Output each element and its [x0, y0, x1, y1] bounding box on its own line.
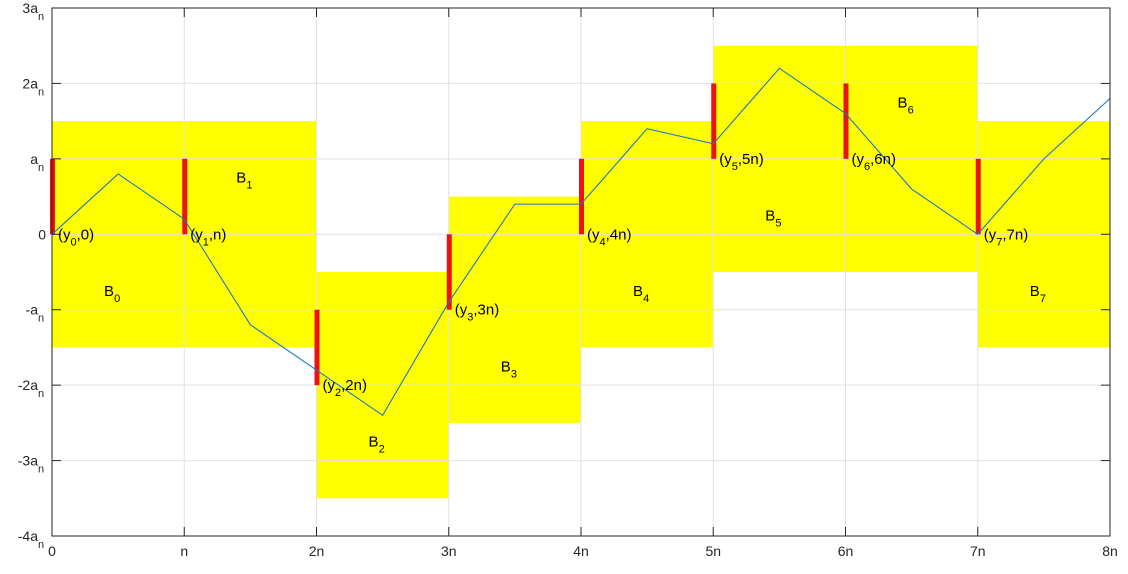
red-bar-7 — [975, 158, 981, 235]
point-label-1: (y1,n) — [190, 226, 226, 248]
point-label-4: (y4,4n) — [587, 226, 631, 248]
y-tick-label: 2a — [22, 75, 38, 91]
box-label-b1: B1 — [236, 170, 252, 192]
box-label-b3: B3 — [501, 358, 517, 380]
point-label-6: (y6,6n) — [852, 151, 896, 173]
y-tick-label: 3a — [22, 0, 38, 16]
y-tick-label-sub: n — [38, 162, 44, 174]
y-tick-label-sub: n — [38, 86, 44, 98]
y-tick-label: a — [30, 151, 38, 167]
point-label-0: (y0,0) — [58, 226, 94, 248]
y-tick-label-sub: n — [38, 464, 44, 476]
y-tick-label: -4a — [18, 528, 38, 544]
red-bar-4 — [579, 158, 584, 235]
point-label-5: (y5,5n) — [719, 151, 763, 173]
x-tick-label: 6n — [838, 543, 854, 559]
y-tick-label: -2a — [18, 377, 38, 393]
box-label-b2: B2 — [369, 434, 385, 456]
x-tick-label: 8n — [1102, 543, 1118, 559]
labels-layer: B0 B1 B2 B3 B4 B5 B6 B7 (y0,0) (y1,n) (y2,2n) (y3,3… — [58, 94, 1046, 455]
y-tick-label-sub: n — [38, 539, 44, 551]
red-bar-5 — [711, 83, 717, 159]
box-label-b6: B6 — [898, 94, 914, 116]
y-tick-label-sub: n — [38, 11, 44, 23]
line-layer — [51, 67, 1111, 417]
red-bar-3 — [446, 234, 452, 310]
y-tick-label: -3a — [18, 453, 38, 469]
y-tick-label-sub: n — [38, 313, 44, 325]
x-tick-label: 4n — [573, 543, 589, 559]
x-tick-label: 3n — [441, 543, 457, 559]
point-label-2: (y2,2n) — [323, 377, 367, 399]
box-label-b0: B0 — [104, 283, 120, 305]
x-tick-label: n — [180, 543, 188, 559]
y-tick-label: 0 — [38, 226, 46, 242]
point-label-3: (y3,3n) — [455, 302, 499, 324]
y-tick-label: -a — [26, 302, 39, 318]
x-tick-label: 7n — [970, 543, 986, 559]
red-bar-6 — [843, 83, 849, 159]
red-bar-2 — [314, 309, 320, 386]
series-line — [51, 67, 1111, 417]
y-tick-label-sub: n — [38, 388, 44, 400]
x-tick-label: 5n — [705, 543, 721, 559]
box-label-b5: B5 — [765, 207, 781, 229]
x-tick-label: 2n — [309, 543, 325, 559]
red-bar-1 — [182, 158, 188, 235]
box-label-b4: B4 — [633, 283, 649, 305]
point-label-7: (y7,7n) — [984, 226, 1028, 248]
box-label-b7: B7 — [1030, 283, 1046, 305]
x-tick-label: 0 — [48, 543, 56, 559]
